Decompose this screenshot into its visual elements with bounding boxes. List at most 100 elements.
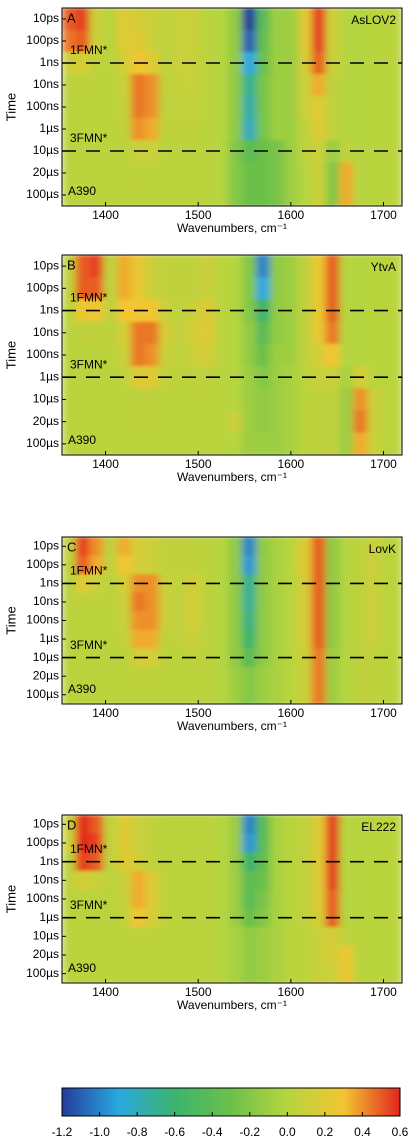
y-tick-label: 10ps	[33, 258, 59, 272]
heatmap-cell	[89, 833, 104, 853]
y-tick-label: 100µs	[26, 966, 59, 980]
heatmap-cell	[242, 388, 257, 412]
heatmap-cell	[131, 162, 146, 185]
heatmap-cell	[117, 666, 132, 686]
heatmap-cell	[172, 964, 188, 983]
heatmap-cell	[242, 140, 257, 163]
heatmap-cell	[242, 685, 257, 704]
heatmap-cell	[283, 927, 299, 947]
heatmap-cell	[339, 815, 354, 835]
heatmap-cell	[131, 96, 146, 119]
heatmap-cell	[228, 388, 243, 412]
heatmap-cell	[144, 140, 160, 163]
heatmap-cell	[172, 685, 188, 704]
heatmap-cell	[269, 255, 285, 278]
heatmap-cell	[186, 685, 202, 704]
heatmap-cell	[172, 574, 188, 594]
heatmap-cell	[283, 833, 299, 853]
heatmap-cell	[214, 96, 229, 119]
heatmap	[62, 537, 402, 704]
heatmap-cell	[117, 140, 132, 163]
heatmap-cell	[75, 852, 90, 872]
heatmap-cell	[297, 685, 313, 704]
heatmap-cell	[353, 8, 368, 31]
heatmap-cell	[131, 815, 146, 835]
heatmap-cell	[75, 432, 90, 455]
heatmap-cell	[75, 30, 90, 53]
y-tick-label: 20µs	[33, 947, 59, 961]
heatmap-cell	[62, 964, 76, 983]
heatmap-cell	[214, 74, 229, 97]
heatmap-cell	[172, 852, 188, 872]
heatmap-cell	[200, 162, 215, 185]
heatmap-cell	[395, 592, 402, 612]
heatmap-cell	[353, 162, 368, 185]
heatmap-cell	[353, 184, 368, 206]
heatmap-cell	[75, 592, 90, 612]
heatmap-cell	[200, 432, 215, 455]
heatmap-cell	[367, 945, 382, 965]
heatmap-cell	[353, 927, 368, 947]
heatmap-cell	[367, 8, 382, 31]
heatmap-cell	[395, 555, 402, 575]
heatmap-cell	[117, 964, 132, 983]
heatmap-cell	[131, 833, 146, 853]
panel-label: AsLOV2	[351, 13, 396, 27]
heatmap-cell	[62, 162, 76, 185]
heatmap-cell	[228, 685, 243, 704]
heatmap-cell	[311, 908, 327, 928]
heatmap-cell	[172, 8, 188, 31]
heatmap-cell	[381, 8, 396, 31]
heatmap-cell	[228, 96, 243, 119]
heatmap-cell	[283, 410, 299, 434]
heatmap-cell	[269, 815, 285, 835]
heatmap-cell	[311, 118, 327, 141]
heatmap-cell	[228, 889, 243, 909]
heatmap-cell	[131, 184, 146, 206]
heatmap-cell	[214, 574, 229, 594]
heatmap-cell	[75, 685, 90, 704]
heatmap-cell	[103, 964, 118, 983]
heatmap-cell	[353, 537, 368, 557]
heatmap-cell	[144, 555, 160, 575]
heatmap-cell	[256, 555, 271, 575]
colorbar	[61, 1087, 401, 1117]
heatmap-cell	[200, 321, 215, 345]
heatmap-cell	[144, 833, 160, 853]
heatmap-cell	[144, 74, 160, 97]
heatmap-cell	[353, 666, 368, 686]
heatmap-cell	[339, 592, 354, 612]
heatmap-cell	[283, 8, 299, 31]
heatmap-cell	[325, 592, 340, 612]
panel-letter: C	[67, 539, 76, 554]
heatmap-cell	[200, 74, 215, 97]
heatmap-cell	[381, 255, 396, 278]
heatmap-cell	[381, 889, 396, 909]
y-tick-label: 10µs	[33, 929, 59, 943]
heatmap-cell	[75, 629, 90, 649]
heatmap-cell	[395, 833, 402, 853]
heatmap-cell	[269, 648, 285, 668]
heatmap-cell	[381, 366, 396, 389]
heatmap-cell	[172, 52, 188, 75]
heatmap-cell	[172, 255, 188, 278]
heatmap-cell	[228, 74, 243, 97]
heatmap-cell	[381, 815, 396, 835]
heatmap	[62, 815, 402, 983]
heatmap-cell	[269, 366, 285, 389]
heatmap-cell	[117, 96, 132, 119]
heatmap-cell	[62, 343, 76, 367]
heatmap-cell	[214, 30, 229, 53]
heatmap-cell	[297, 945, 313, 965]
x-tick-label: 1600	[277, 706, 304, 720]
heatmap-cell	[75, 927, 90, 947]
heatmap-cell	[89, 118, 104, 141]
heatmap-cell	[214, 140, 229, 163]
heatmap-cell	[339, 629, 354, 649]
heatmap-cell	[214, 629, 229, 649]
heatmap-cell	[144, 299, 160, 323]
heatmap-cell	[103, 555, 118, 575]
heatmap-cell	[172, 184, 188, 206]
heatmap-cell	[186, 629, 202, 649]
colorbar-tick-label: -0.4	[202, 1125, 223, 1139]
